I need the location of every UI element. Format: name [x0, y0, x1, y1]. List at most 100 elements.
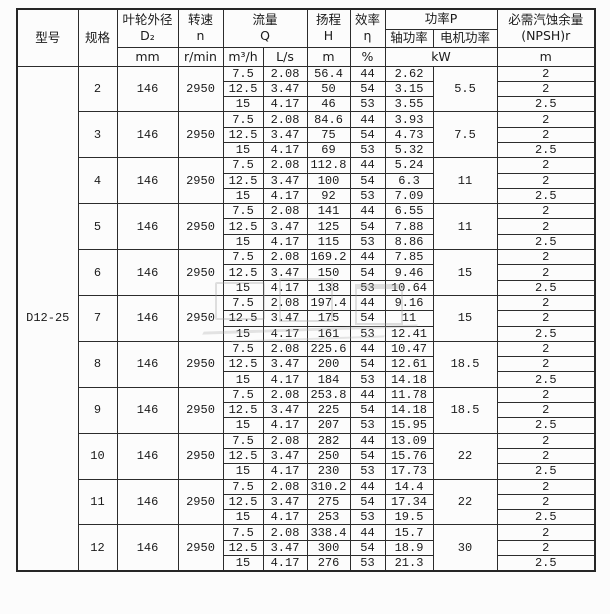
cell-efficiency: 54	[349, 493, 386, 511]
table-row: 15 4.17 253 53 19.5 2.5	[17, 509, 596, 526]
table-row: 10 146 2950 7.5 2.08 282 44 13.09 22 2	[17, 432, 596, 480]
cell-head: 50	[306, 80, 351, 98]
cell-motor-power: 11	[432, 157, 498, 205]
cell-shaft-power: 13.09	[384, 432, 434, 449]
cell-npsh: 2.5	[496, 187, 596, 205]
cell-shaft-power: 3.55	[384, 96, 434, 113]
unit-speed-rpm: r/min	[177, 46, 224, 67]
cell-flow-ls: 2.08	[262, 203, 308, 220]
cell-flow-m3h: 15	[222, 509, 264, 526]
cell-npsh: 2	[496, 539, 596, 557]
cell-efficiency: 54	[349, 402, 386, 419]
cell-head: 338.4	[306, 524, 351, 541]
cell-motor-power: 18.5	[432, 340, 498, 388]
table-row: 15 4.17 276 53 21.3 2.5	[17, 555, 596, 572]
cell-flow-ls: 3.47	[262, 172, 308, 189]
cell-speed: 2950	[177, 524, 224, 572]
cell-head: 175	[306, 310, 351, 327]
cell-efficiency: 53	[349, 325, 386, 342]
cell-head: 275	[306, 493, 351, 511]
cell-shaft-power: 5.24	[384, 157, 434, 174]
cell-flow-m3h: 12.5	[222, 402, 264, 419]
cell-npsh: 2	[496, 493, 596, 511]
col-header-model: 型号	[16, 8, 79, 67]
cell-shaft-power: 7.88	[384, 218, 434, 235]
cell-shaft-power: 5.32	[384, 141, 434, 159]
cell-efficiency: 53	[349, 187, 386, 205]
cell-npsh: 2.5	[496, 463, 596, 480]
cell-efficiency: 53	[349, 555, 386, 572]
table-row: 8 146 2950 7.5 2.08 225.6 44 10.47 18.5 2	[17, 340, 596, 388]
cell-npsh: 2	[496, 172, 596, 189]
unit-impeller-mm: mm	[116, 46, 179, 67]
table-row: 5 146 2950 7.5 2.08 141 44 6.55 11 2	[17, 203, 596, 251]
cell-spec: 10	[77, 432, 118, 480]
cell-npsh: 2	[496, 310, 596, 327]
cell-head: 225	[306, 402, 351, 419]
cell-npsh: 2	[496, 340, 596, 358]
cell-shaft-power: 9.46	[384, 264, 434, 281]
cell-speed: 2950	[177, 157, 224, 205]
table-row: 15 4.17 46 53 3.55 2.5	[17, 96, 596, 113]
cell-shaft-power: 15.95	[384, 417, 434, 434]
cell-spec: 8	[77, 340, 118, 388]
cell-npsh: 2	[496, 80, 596, 98]
cell-flow-m3h: 15	[222, 141, 264, 159]
cell-shaft-power: 17.34	[384, 493, 434, 511]
cell-flow-m3h: 12.5	[222, 264, 264, 281]
cell-flow-m3h: 12.5	[222, 172, 264, 189]
cell-flow-ls: 4.17	[262, 96, 308, 113]
cell-head: 112.8	[306, 157, 351, 174]
table-row: 12.5 3.47 300 54 18.9 2	[17, 539, 596, 557]
cell-head: 225.6	[306, 340, 351, 358]
cell-efficiency: 53	[349, 279, 386, 296]
cell-head: 253	[306, 509, 351, 526]
cell-head: 250	[306, 447, 351, 465]
cell-shaft-power: 11	[384, 310, 434, 327]
cell-efficiency: 53	[349, 141, 386, 159]
cell-flow-ls: 4.17	[262, 371, 308, 388]
cell-impeller-diameter: 146	[116, 203, 179, 251]
cell-flow-ls: 4.17	[262, 417, 308, 434]
cell-flow-m3h: 7.5	[222, 478, 264, 495]
cell-head: 75	[306, 126, 351, 143]
cell-npsh: 2	[496, 386, 596, 404]
cell-shaft-power: 9.16	[384, 294, 434, 312]
cell-speed: 2950	[177, 294, 224, 342]
cell-flow-ls: 2.08	[262, 294, 308, 312]
cell-flow-m3h: 12.5	[222, 539, 264, 557]
cell-speed: 2950	[177, 432, 224, 480]
cell-motor-power: 30	[432, 524, 498, 572]
cell-efficiency: 44	[349, 157, 386, 174]
pump-spec-table-body: D12-25 2 146 2950 7.5 2.08 56.4 44 2.62 5.5 2 12.5 3…	[16, 65, 596, 572]
cell-motor-power: 22	[432, 478, 498, 526]
cell-flow-ls: 4.17	[262, 509, 308, 526]
cell-flow-ls: 3.47	[262, 80, 308, 98]
cell-flow-m3h: 12.5	[222, 447, 264, 465]
cell-shaft-power: 3.93	[384, 111, 434, 128]
cell-flow-m3h: 12.5	[222, 218, 264, 235]
cell-shaft-power: 21.3	[384, 555, 434, 572]
cell-shaft-power: 17.73	[384, 463, 434, 480]
cell-shaft-power: 4.73	[384, 126, 434, 143]
cell-motor-power: 5.5	[432, 65, 498, 113]
cell-npsh: 2.5	[496, 141, 596, 159]
cell-npsh: 2	[496, 249, 596, 266]
cell-flow-m3h: 12.5	[222, 310, 264, 327]
cell-flow-m3h: 7.5	[222, 294, 264, 312]
cell-shaft-power: 18.9	[384, 539, 434, 557]
cell-shaft-power: 14.4	[384, 478, 434, 495]
cell-impeller-diameter: 146	[116, 157, 179, 205]
col-header-speed: 转速 n	[177, 8, 224, 48]
cell-shaft-power: 3.15	[384, 80, 434, 98]
cell-head: 282	[306, 432, 351, 449]
cell-flow-ls: 3.47	[262, 264, 308, 281]
table-row: 15 4.17 92 53 7.09 2.5	[17, 187, 596, 205]
cell-efficiency: 53	[349, 463, 386, 480]
cell-npsh: 2	[496, 294, 596, 312]
cell-shaft-power: 6.3	[384, 172, 434, 189]
table-row: 3 146 2950 7.5 2.08 84.6 44 3.93 7.5 2	[17, 111, 596, 159]
unit-head-m: m	[306, 46, 351, 67]
cell-efficiency: 44	[349, 65, 386, 82]
cell-flow-m3h: 15	[222, 233, 264, 251]
